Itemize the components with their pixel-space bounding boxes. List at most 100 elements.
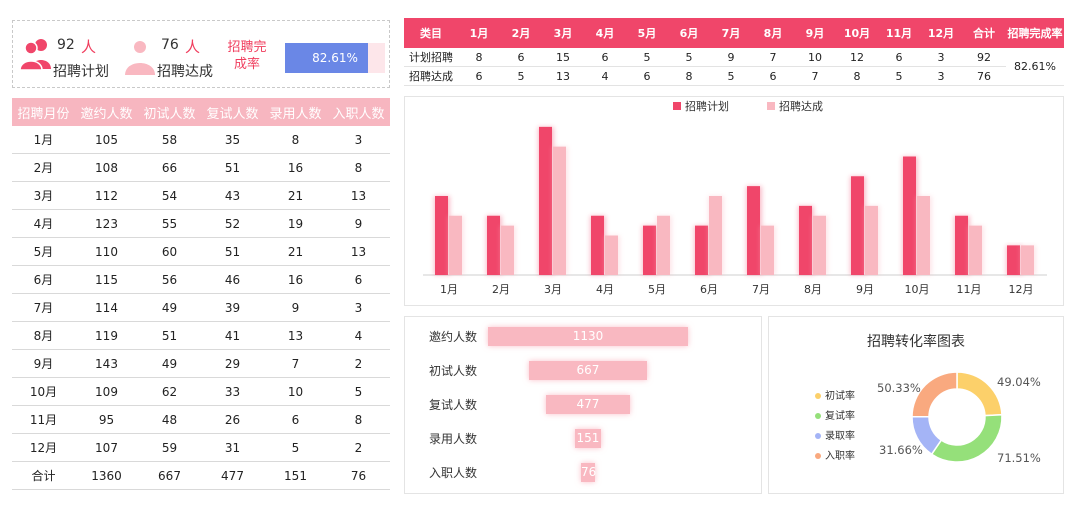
table-row: 计划招聘 8 6 15 6 5 5 9 7 10 12 6 3 92 82.61% <box>404 48 1064 86</box>
column-header: 3月 <box>542 18 584 48</box>
table-cell: 15 <box>542 48 584 67</box>
column-header: 6月 <box>668 18 710 48</box>
table-cell: 9 <box>710 48 752 67</box>
column-header: 邀约人数 <box>75 98 138 126</box>
x-tick-label: 8月 <box>804 283 822 296</box>
table-cell: 105 <box>75 126 138 154</box>
table-cell: 10 <box>264 377 327 406</box>
bar-actual <box>813 215 826 275</box>
table-cell: 10月 <box>12 377 75 406</box>
column-header: 合计 <box>962 18 1006 48</box>
table-row: 9月 143 49 29 7 2 <box>12 349 390 378</box>
x-tick-label: 1月 <box>440 283 458 296</box>
column-header: 7月 <box>710 18 752 48</box>
table-cell: 39 <box>201 293 264 322</box>
bar-actual <box>761 225 774 275</box>
table-cell: 5 <box>668 48 710 67</box>
table-cell: 8 <box>327 153 390 182</box>
column-header: 1月 <box>458 18 500 48</box>
bar-actual <box>657 215 670 275</box>
x-tick-label: 2月 <box>492 283 510 296</box>
funnel-bar: 76 <box>581 463 596 482</box>
table-cell: 16 <box>264 265 327 294</box>
column-header: 9月 <box>794 18 836 48</box>
table-cell: 76 <box>962 66 1006 86</box>
kpi-card: 92 人 招聘计划 76 人 招聘达成 招聘完成率 82.61% <box>12 20 390 88</box>
donut-percent-label: 31.66% <box>879 443 923 457</box>
row-label: 招聘达成 <box>404 66 458 86</box>
table-cell: 108 <box>75 153 138 182</box>
table-cell: 7 <box>264 349 327 378</box>
bar-plan <box>695 225 708 275</box>
table-cell: 3月 <box>12 181 75 210</box>
table-cell: 115 <box>75 265 138 294</box>
legend-label: 复试率 <box>825 411 855 422</box>
table-cell: 123 <box>75 209 138 238</box>
legend-label: 初试率 <box>825 391 855 402</box>
table-cell: 76 <box>327 461 390 490</box>
table-cell: 6 <box>264 405 327 434</box>
bar-plan <box>539 126 552 275</box>
column-header: 2月 <box>500 18 542 48</box>
table-row: 11月 95 48 26 6 8 <box>12 405 390 434</box>
donut-percent-label: 50.33% <box>877 381 921 395</box>
column-header: 5月 <box>626 18 668 48</box>
funnel-label: 入职人数 <box>429 466 478 480</box>
table-cell: 7 <box>752 48 794 67</box>
table-cell: 合计 <box>12 461 75 490</box>
table-cell: 112 <box>75 181 138 210</box>
funnel-chart: 邀约人数 1130 初试人数 667 复试人数 477 录用人数 151 入职人数 76 <box>404 316 762 494</box>
column-header: 12月 <box>920 18 962 48</box>
table-cell: 51 <box>201 153 264 182</box>
table-cell: 46 <box>201 265 264 294</box>
x-tick-label: 10月 <box>905 283 930 296</box>
table-cell: 6 <box>752 66 794 86</box>
table-cell: 6 <box>458 66 500 86</box>
bar-plan <box>591 215 604 275</box>
table-cell: 6月 <box>12 265 75 294</box>
table-cell: 92 <box>962 48 1006 67</box>
column-header: 复试人数 <box>201 98 264 126</box>
table-cell: 5月 <box>12 237 75 266</box>
legend-dot <box>815 413 821 419</box>
donut-percent-label: 49.04% <box>997 375 1041 389</box>
donut-legend-item: 初试率 <box>815 387 855 402</box>
table-cell: 107 <box>75 433 138 462</box>
column-header: 初试人数 <box>138 98 201 126</box>
legend-label: 招聘达成 <box>779 99 823 113</box>
table-cell: 477 <box>201 461 264 490</box>
table-row: 10月 109 62 33 10 5 <box>12 377 390 406</box>
plan-value: 92 <box>57 37 75 53</box>
table-row: 招聘达成 6 5 13 4 6 8 5 6 7 8 5 3 76 <box>404 66 1064 86</box>
x-tick-label: 12月 <box>1009 283 1034 296</box>
conversion-donut-panel: 招聘转化率图表 初试率 复试率 录取率 入职率 49.04% 71.51% 31.66% 5… <box>768 316 1064 494</box>
table-cell: 9 <box>327 209 390 238</box>
table-cell: 49 <box>138 349 201 378</box>
funnel-bar: 667 <box>528 361 648 380</box>
table-cell: 12 <box>836 48 878 67</box>
table-cell: 110 <box>75 237 138 266</box>
table-cell: 8 <box>836 66 878 86</box>
bar-plan <box>487 215 500 275</box>
column-header: 类目 <box>404 18 458 48</box>
total-row: 合计 1360 667 477 151 76 <box>12 461 390 490</box>
bar-actual <box>969 225 982 275</box>
table-cell: 8 <box>264 126 327 154</box>
table-cell: 66 <box>138 153 201 182</box>
users-icon <box>19 39 51 71</box>
bar-plan <box>435 196 448 275</box>
table-row: 7月 114 49 39 9 3 <box>12 293 390 322</box>
x-tick-label: 5月 <box>648 283 666 296</box>
table-row: 5月 110 60 51 21 13 <box>12 237 390 266</box>
column-header: 招聘完成率 <box>1006 18 1064 48</box>
table-cell: 2 <box>327 349 390 378</box>
table-cell: 43 <box>201 181 264 210</box>
legend-dot <box>815 453 821 459</box>
table-cell: 2 <box>327 433 390 462</box>
table-cell: 1月 <box>12 126 75 154</box>
monthly-recruit-table: 招聘月份 邀约人数 初试人数 复试人数 录用人数 入职人数 1月 105 58 35 8 3 2月 10… <box>12 98 390 490</box>
done-value: 76 <box>161 37 179 53</box>
x-tick-label: 9月 <box>856 283 874 296</box>
table-cell: 5 <box>327 377 390 406</box>
legend-label: 录取率 <box>825 431 855 442</box>
